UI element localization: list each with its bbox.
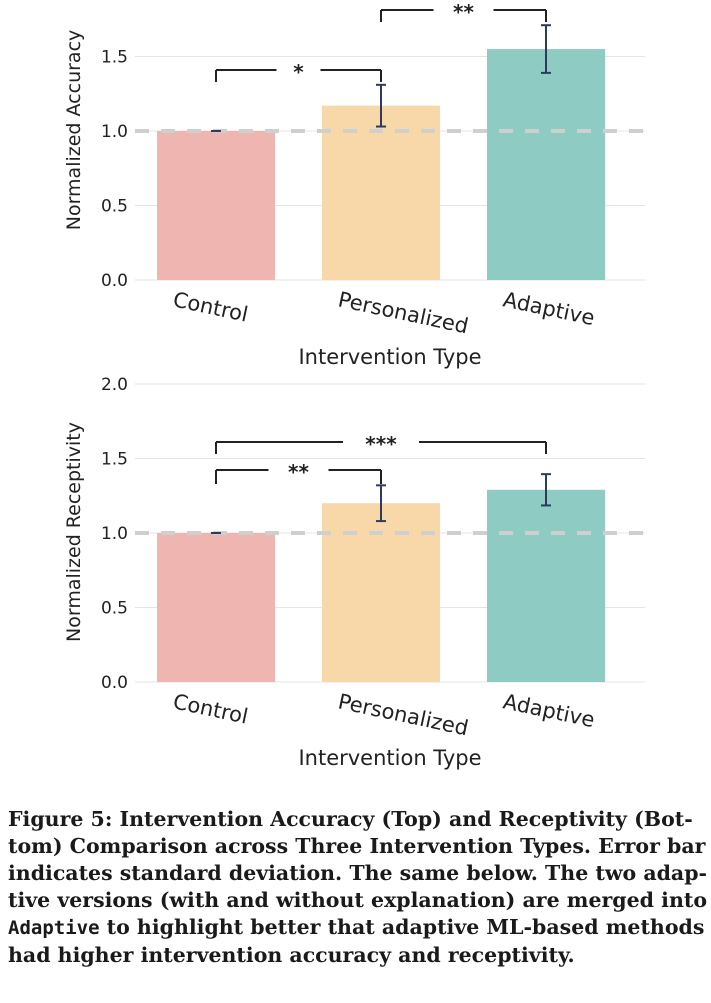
significance-bracket: ** [380,0,547,24]
x-tick-label: Personalized [336,287,470,338]
y-tick-label: 1.5 [101,48,128,68]
y-tick-label: 1.0 [101,122,128,142]
bar-control [157,533,275,682]
significance-label: * [293,60,304,84]
y-tick-label: 1.0 [101,524,128,544]
caption-line-2: tom) Comparison across Three Interventio… [8,834,706,858]
bar-control [157,131,275,280]
bar-personalized [322,105,440,280]
y-tick-label: 0.0 [101,271,128,291]
significance-label: ** [288,460,309,484]
y-axis-label: Normalized Accuracy [63,30,85,231]
y-tick-label: 0.0 [101,673,128,693]
significance-bracket: ** [215,460,382,484]
x-tick-label: Control [171,689,250,728]
significance-label: *** [365,432,397,456]
x-tick-label: Personalized [336,689,470,740]
caption-line-3: indicates standard deviation. The same b… [8,861,708,885]
x-tick-label: Control [171,287,250,326]
x-axis-label: Intervention Type [298,746,481,770]
significance-bracket: * [215,60,382,84]
y-tick-label: 2.0 [101,375,128,395]
caption-line-4: tive versions (with and without explanat… [8,888,707,912]
chart-panel-2: 0.0 0.5 1.0 1.5 2.0 Control Personalized Adapti… [63,375,649,770]
y-axis-label: Normalized Receptivity [63,422,85,642]
x-axis-label: Intervention Type [298,345,481,369]
bar-adaptive [487,489,605,682]
y-tick-label: 1.5 [101,450,128,470]
y-tick-label: 0.5 [101,197,128,217]
caption-code-term: Adaptive [8,917,100,939]
bar-adaptive [487,49,605,280]
bar-personalized [322,503,440,682]
caption-line-6: had higher intervention accuracy and rec… [8,943,575,967]
x-tick-label: Adaptive [501,287,597,330]
figure: 0.0 0.5 1.0 1.5 Control Personalized Adaptive N… [63,0,649,770]
chart-panel-1: 0.0 0.5 1.0 1.5 Control Personalized Adaptive N… [63,0,649,369]
y-tick-label: 0.5 [101,599,128,619]
significance-bracket: *** [215,432,547,456]
caption-line-5: to highlight better that adaptive ML-bas… [99,915,705,939]
caption-line-1: Figure 5: Intervention Accuracy (Top) an… [8,807,693,831]
figure-caption: Figure 5: Intervention Accuracy (Top) an… [8,806,708,969]
x-tick-label: Adaptive [501,689,597,732]
significance-label: ** [453,0,474,24]
